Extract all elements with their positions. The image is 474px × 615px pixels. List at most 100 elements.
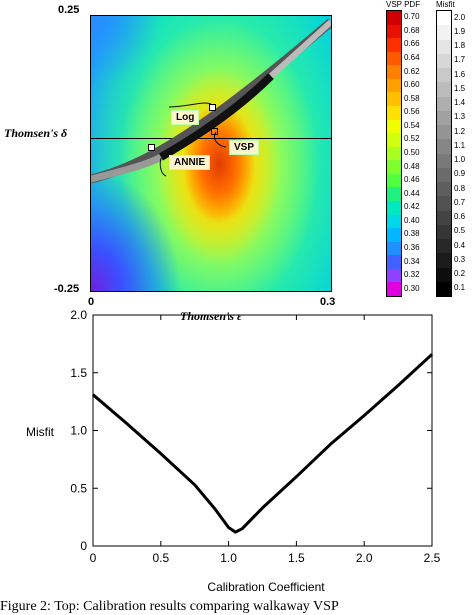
- vsp-colorbar-tick: 0.64: [404, 53, 420, 62]
- misfit-colorbar-cell: [437, 125, 451, 140]
- vsp-colorbar-tick: 0.60: [404, 80, 420, 90]
- chart-plot-frame: [92, 314, 433, 547]
- misfit-colorbar-tick: 1.5: [454, 83, 466, 93]
- vsp-colorbar-cell: [387, 38, 401, 53]
- x-tick-label: 0.5: [152, 551, 169, 565]
- misfit-colorbar-tick: 1.0: [454, 155, 466, 165]
- log-label: Log: [171, 110, 200, 125]
- vsp-colorbar-tick: 0.48: [404, 161, 420, 171]
- vsp-colorbar-cell: [387, 282, 401, 297]
- misfit-colorbar-cell: [437, 96, 451, 112]
- x-tick-label: 0: [90, 551, 97, 565]
- annie-marker: [148, 144, 155, 151]
- vsp-colorbar-cell: [387, 241, 401, 256]
- vsp-colorbar-cell: [387, 78, 401, 93]
- misfit-colorbar-tick: 0.5: [454, 226, 466, 236]
- misfit-colorbar-tick: 1.3: [454, 112, 466, 122]
- x-tick-label: 1.5: [288, 551, 305, 565]
- vsp-colorbar-cell: [387, 119, 401, 134]
- vsp-colorbar-tick: 0.44: [404, 188, 420, 198]
- pdf-heatmap: Log VSP ANNIE: [90, 15, 332, 292]
- vsp-colorbar-cell: [387, 160, 401, 175]
- vsp-colorbar-cell: [387, 173, 401, 188]
- vsp-colorbar-cell: [387, 268, 401, 283]
- misfit-colorbar-cell: [437, 53, 451, 69]
- vsp-colorbar-title: VSP PDF: [386, 0, 421, 9]
- misfit-colorbar-cell: [437, 182, 451, 197]
- misfit-colorbar-cell: [437, 167, 451, 183]
- misfit-colorbar-cell: [437, 253, 451, 268]
- vsp-colorbar-labels: 0.70 0.68 0.66 0.64 0.62 0.60 0.58 0.56 0.54 0.52…: [404, 10, 432, 295]
- misfit-colorbar-tick: 0.3: [454, 254, 466, 264]
- misfit-colorbar-tick: 1.2: [454, 126, 466, 136]
- vsp-colorbar-tick: 0.58: [404, 93, 420, 103]
- misfit-colorbar-tick: 0.4: [454, 240, 466, 250]
- vsp-colorbar-cell: [387, 24, 401, 39]
- vsp-marker: [211, 128, 218, 135]
- misfit-colorbar-tick: 2.0: [454, 12, 466, 22]
- misfit-colorbar-cell: [437, 281, 451, 297]
- misfit-colorbar-cell: [437, 267, 451, 283]
- vsp-colorbar-cell: [387, 92, 401, 107]
- misfit-colorbar-cell: [437, 224, 451, 240]
- vsp-colorbar-cell: [387, 133, 401, 148]
- misfit-colorbar-tick: 1.1: [454, 140, 466, 150]
- vsp-colorbar-tick: 0.38: [404, 229, 420, 239]
- misfit-colorbar-labels: 2.0 1.9 1.8 1.7 1.6 1.5 1.4 1.3 1.2 1.1 1.0 0.9 0.8 0…: [454, 10, 474, 295]
- misfit-colorbar-cell: [437, 39, 451, 55]
- y-tick-label: 0.5: [70, 481, 87, 495]
- vsp-colorbar-tick: 0.32: [404, 270, 420, 280]
- figure-caption: Figure 2: Top: Calibration results compa…: [0, 599, 339, 614]
- x-tick-label: 2.5: [424, 551, 441, 565]
- vsp-colorbar-tick: 0.70: [404, 12, 420, 22]
- vsp-colorbar-tick: 0.52: [404, 134, 420, 144]
- vsp-colorbar-cell: [387, 228, 401, 243]
- vsp-colorbar-cell: [387, 255, 401, 270]
- y-top-tick: 0.25: [58, 4, 80, 16]
- vsp-colorbar-tick: 0.66: [404, 39, 420, 49]
- misfit-colorbar-tick: 0.2: [454, 269, 466, 279]
- x-tick-label: 2.0: [356, 551, 373, 565]
- misfit-colorbar-cell: [437, 25, 451, 40]
- misfit-colorbar-tick: 1.9: [454, 26, 466, 36]
- y-bottom-tick: -0.25: [54, 283, 80, 295]
- vsp-colorbar-cell: [387, 201, 401, 216]
- misfit-colorbar-tick: 0.7: [454, 197, 466, 207]
- misfit-colorbar-cell: [437, 210, 451, 226]
- misfit-series-line: [92, 353, 434, 534]
- vsp-colorbar-cell: [387, 65, 401, 80]
- misfit-colorbar: [436, 10, 452, 297]
- misfit-colorbar-cell: [437, 239, 451, 254]
- vsp-colorbar-cell: [387, 11, 401, 26]
- misfit-colorbar-tick: 0.6: [454, 212, 466, 222]
- misfit-band: [91, 18, 331, 184]
- misfit-colorbar-cell: [437, 196, 451, 211]
- x-right-tick: 0.3: [320, 296, 336, 308]
- misfit-colorbar-cell: [437, 11, 451, 26]
- misfit-colorbar-tick: 1.8: [454, 41, 466, 51]
- zero-line: [91, 138, 331, 139]
- vsp-colorbar-cell: [387, 146, 401, 161]
- log-marker: [209, 104, 216, 111]
- x-axis-label: Thomsen's ε: [180, 309, 242, 323]
- vsp-colorbar-tick: 0.62: [404, 66, 420, 76]
- vsp-colorbar-cell: [387, 214, 401, 229]
- vsp-colorbar-tick: 0.54: [404, 120, 420, 130]
- misfit-colorbar-cell: [437, 139, 451, 154]
- misfit-colorbar-cell: [437, 110, 451, 126]
- misfit-colorbar-cell: [437, 153, 451, 169]
- x-left-tick: 0: [88, 296, 95, 308]
- chart-y-axis-label: Misfit: [26, 425, 55, 439]
- x-tick-label: 1.0: [220, 551, 237, 565]
- vsp-colorbar-tick: 0.36: [404, 243, 420, 252]
- vsp-colorbar-tick: 0.34: [404, 256, 420, 266]
- y-tick-label: 2.0: [70, 308, 87, 322]
- vsp-label: VSP: [229, 140, 260, 155]
- y-axis-label: Thomsen's δ: [4, 126, 68, 140]
- misfit-colorbar-tick: 1.6: [454, 69, 466, 79]
- misfit-colorbar-tick: 1.7: [454, 55, 466, 65]
- annie-label: ANNIE: [169, 155, 211, 170]
- y-tick-label: 0: [80, 539, 87, 553]
- y-tick-label: 1.5: [70, 366, 87, 380]
- vsp-colorbar-tick: 0.40: [404, 215, 420, 225]
